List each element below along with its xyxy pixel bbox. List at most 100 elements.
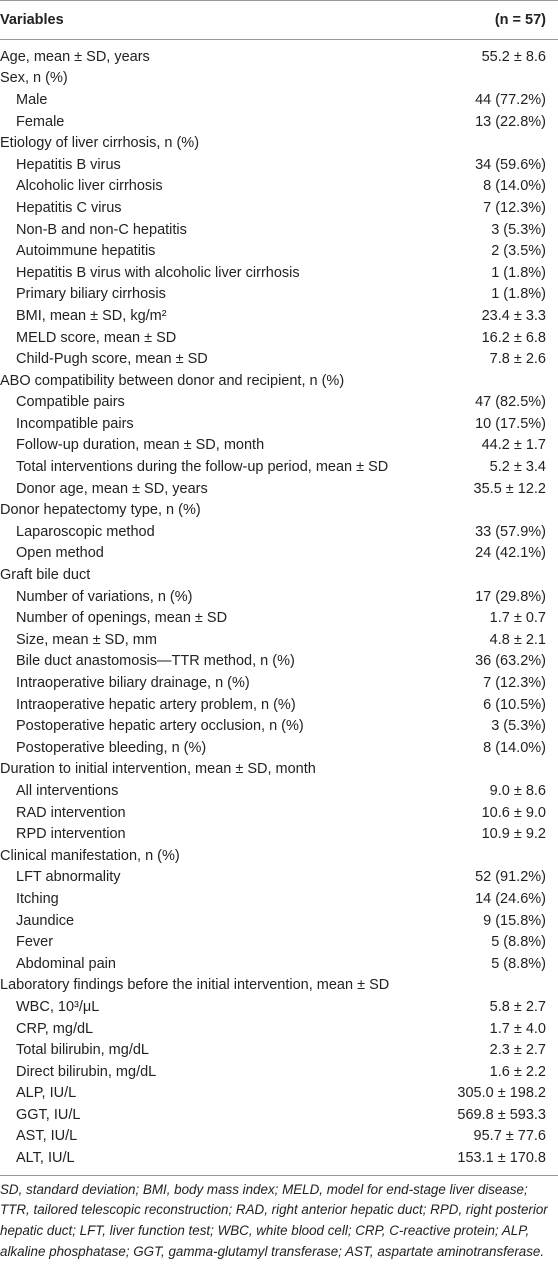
table-row: Number of variations, n (%) 17 (29.8%) — [0, 586, 558, 608]
table-row: Age, mean ± SD, years 55.2 ± 8.6 — [0, 46, 558, 68]
row-value: 35.5 ± 12.2 — [473, 480, 546, 497]
row-value: 95.7 ± 77.6 — [473, 1128, 546, 1145]
table-row: Number of openings, mean ± SD 1.7 ± 0.7 — [0, 607, 558, 629]
row-value: 8 (14.0%) — [483, 739, 546, 756]
table-row: Total interventions during the follow-up… — [0, 456, 558, 478]
table-row: All interventions 9.0 ± 8.6 — [0, 780, 558, 802]
row-label: ALP, IU/L — [16, 1085, 77, 1102]
row-label: WBC, 10³/μL — [16, 998, 100, 1015]
row-label: LFT abnormality — [16, 869, 121, 886]
table-row: Size, mean ± SD, mm 4.8 ± 2.1 — [0, 629, 558, 651]
table-row: Open method 24 (42.1%) — [0, 543, 558, 565]
row-label: AST, IU/L — [16, 1128, 78, 1145]
row-value: 7 (12.3%) — [483, 199, 546, 216]
row-value: 10.9 ± 9.2 — [481, 826, 546, 843]
row-label: Duration to initial intervention, mean ±… — [0, 761, 316, 778]
row-value: 14 (24.6%) — [475, 890, 546, 907]
table-row: Follow-up duration, mean ± SD, month 44.2… — [0, 435, 558, 457]
table-row: Etiology of liver cirrhosis, n (%) — [0, 132, 558, 154]
row-label: Female — [16, 113, 65, 130]
row-label: Age, mean ± SD, years — [0, 48, 150, 65]
table-row: Child-Pugh score, mean ± SD 7.8 ± 2.6 — [0, 348, 558, 370]
table-row: GGT, IU/L 569.8 ± 593.3 — [0, 1104, 558, 1126]
row-label: Primary biliary cirrhosis — [16, 286, 166, 303]
table-row: Autoimmune hepatitis 2 (3.5%) — [0, 240, 558, 262]
table-row: Laparoscopic method 33 (57.9%) — [0, 521, 558, 543]
table-row: RPD intervention 10.9 ± 9.2 — [0, 823, 558, 845]
row-label: Incompatible pairs — [16, 415, 134, 432]
row-label: BMI, mean ± SD, kg/m² — [16, 307, 167, 324]
row-value: 9.0 ± 8.6 — [489, 782, 546, 799]
row-label: Size, mean ± SD, mm — [16, 631, 157, 648]
row-label: All interventions — [16, 782, 119, 799]
table-row: ABO compatibility between donor and reci… — [0, 370, 558, 392]
row-value: 1 (1.8%) — [491, 286, 546, 303]
row-label: Laparoscopic method — [16, 523, 155, 540]
row-label: Donor age, mean ± SD, years — [16, 480, 208, 497]
row-value: 1.7 ± 0.7 — [489, 610, 546, 627]
row-label: Graft bile duct — [0, 567, 91, 584]
row-label: Non-B and non-C hepatitis — [16, 221, 187, 238]
row-label: Hepatitis C virus — [16, 199, 122, 216]
row-label: RPD intervention — [16, 826, 126, 843]
row-value: 2 (3.5%) — [491, 243, 546, 260]
row-value: 5 (8.8%) — [491, 955, 546, 972]
row-label: Number of variations, n (%) — [16, 588, 193, 605]
table-row: Non-B and non-C hepatitis 3 (5.3%) — [0, 219, 558, 241]
row-label: Autoimmune hepatitis — [16, 243, 156, 260]
table-row: Compatible pairs 47 (82.5%) — [0, 392, 558, 414]
table-row: Sex, n (%) — [0, 68, 558, 90]
table-row: Laboratory findings before the initial i… — [0, 975, 558, 997]
table-row: Total bilirubin, mg/dL 2.3 ± 2.7 — [0, 1039, 558, 1061]
row-value: 569.8 ± 593.3 — [457, 1106, 546, 1123]
row-label: Intraoperative hepatic artery problem, n… — [16, 696, 296, 713]
table-row: Intraoperative biliary drainage, n (%) 7 … — [0, 672, 558, 694]
table-row: Male 44 (77.2%) — [0, 89, 558, 111]
row-value: 153.1 ± 170.8 — [457, 1150, 546, 1167]
table-row: Graft bile duct — [0, 564, 558, 586]
footnote: SD, standard deviation; BMI, body mass i… — [0, 1181, 548, 1259]
table-row: Hepatitis C virus 7 (12.3%) — [0, 197, 558, 219]
row-label: ABO compatibility between donor and reci… — [0, 372, 345, 389]
row-label: Child-Pugh score, mean ± SD — [16, 351, 208, 368]
row-value: 13 (22.8%) — [475, 113, 546, 130]
row-value: 3 (5.3%) — [491, 718, 546, 735]
row-value: 55.2 ± 8.6 — [481, 48, 546, 65]
table-row: Intraoperative hepatic artery problem, n… — [0, 694, 558, 716]
row-value: 1 (1.8%) — [491, 264, 546, 281]
table-row: WBC, 10³/μL 5.8 ± 2.7 — [0, 996, 558, 1018]
row-label: Etiology of liver cirrhosis, n (%) — [0, 135, 200, 152]
row-label: Intraoperative biliary drainage, n (%) — [16, 675, 250, 692]
row-label: Alcoholic liver cirrhosis — [16, 178, 163, 195]
row-label: MELD score, mean ± SD — [16, 329, 177, 346]
row-label: Open method — [16, 545, 104, 562]
row-label: Total interventions during the follow-up… — [16, 459, 389, 476]
table-row: Postoperative bleeding, n (%) 8 (14.0%) — [0, 737, 558, 759]
row-value: 6 (10.5%) — [483, 696, 546, 713]
row-value: 10 (17.5%) — [475, 415, 546, 432]
row-value: 2.3 ± 2.7 — [489, 1042, 546, 1059]
row-label: GGT, IU/L — [16, 1106, 81, 1123]
header-variable: Variables — [0, 12, 64, 28]
table-row: Female 13 (22.8%) — [0, 111, 558, 133]
table-row: Fever 5 (8.8%) — [0, 931, 558, 953]
row-label: Bile duct anastomosis—TTR method, n (%) — [16, 653, 295, 670]
table-row: Direct bilirubin, mg/dL 1.6 ± 2.2 — [0, 1061, 558, 1083]
row-label: Jaundice — [16, 912, 75, 929]
row-label: Itching — [16, 890, 59, 907]
row-value: 9 (15.8%) — [483, 912, 546, 929]
row-value: 5.2 ± 3.4 — [489, 459, 546, 476]
table-body: Age, mean ± SD, years 55.2 ± 8.6 Sex, n (%… — [0, 40, 558, 1176]
table-row: CRP, mg/dL 1.7 ± 4.0 — [0, 1018, 558, 1040]
table-row: Bile duct anastomosis—TTR method, n (%) 3… — [0, 651, 558, 673]
row-label: ALT, IU/L — [16, 1150, 75, 1167]
table-row: Primary biliary cirrhosis 1 (1.8%) — [0, 284, 558, 306]
row-label: Laboratory findings before the initial i… — [0, 977, 390, 994]
table-row: Donor hepatectomy type, n (%) — [0, 499, 558, 521]
table-row: Duration to initial intervention, mean ±… — [0, 759, 558, 781]
table-row: BMI, mean ± SD, kg/m² 23.4 ± 3.3 — [0, 305, 558, 327]
row-value: 36 (63.2%) — [475, 653, 546, 670]
row-label: Compatible pairs — [16, 394, 125, 411]
row-label: CRP, mg/dL — [16, 1020, 94, 1037]
row-label: Number of openings, mean ± SD — [16, 610, 228, 627]
